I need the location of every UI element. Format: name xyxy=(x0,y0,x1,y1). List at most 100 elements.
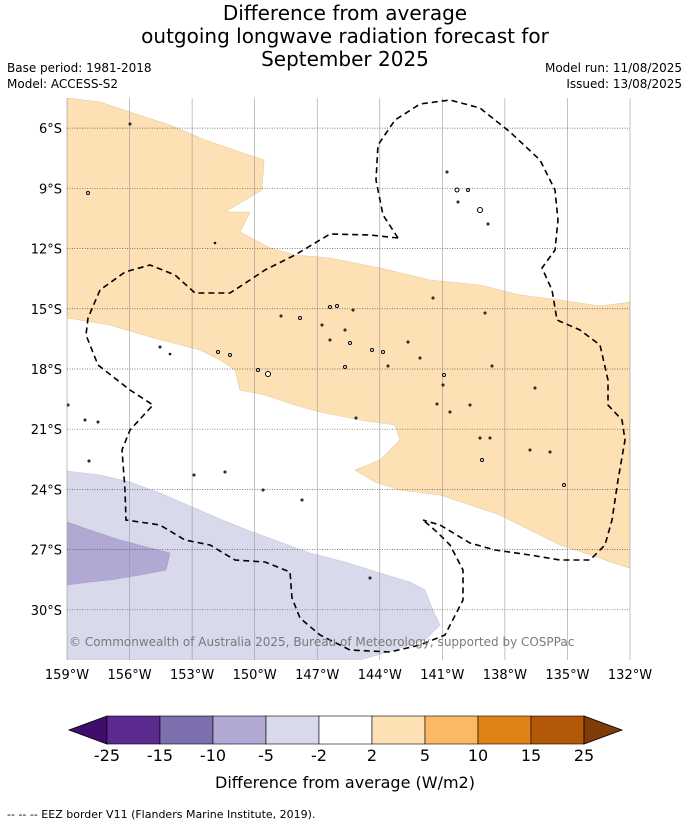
issued-text: Issued: 13/08/2025 xyxy=(566,77,682,91)
island-marker xyxy=(228,353,232,357)
colorbar-tick-label: 10 xyxy=(468,746,488,765)
island-marker xyxy=(448,410,452,414)
island-marker xyxy=(298,316,302,320)
latitude-tick-label: 27°S xyxy=(31,544,62,559)
island-marker xyxy=(320,323,324,327)
colorbar-tick-label: -15 xyxy=(147,746,173,765)
colorbar-tick-label: -2 xyxy=(311,746,327,765)
island-marker xyxy=(454,187,460,193)
island-marker xyxy=(548,450,552,454)
colorbar-segment xyxy=(265,715,320,745)
island-marker xyxy=(328,338,332,342)
island-marker xyxy=(368,576,372,580)
meta-right: Model run: 11/08/2025 Issued: 13/08/2025 xyxy=(545,60,682,92)
anomaly-region-negative-2-5 xyxy=(67,470,441,660)
island-marker xyxy=(261,488,265,492)
longitude-tick-labels: 159°W 156°W 153°W 150°W 147°W 144°W 141°W 138°W… xyxy=(45,668,652,683)
gridlines xyxy=(66,98,631,660)
island-marker xyxy=(466,188,470,192)
colorbar-tick-label: 25 xyxy=(574,746,594,765)
copyright-text: © Commonwealth of Australia 2025, Bureau… xyxy=(69,635,574,649)
island-marker xyxy=(128,122,132,126)
colorbar-segment xyxy=(159,715,214,745)
colorbar-tick-label: 5 xyxy=(420,746,430,765)
latitude-tick-label: 6°S xyxy=(39,122,62,137)
colorbar-arrow-high xyxy=(583,715,624,745)
island-marker xyxy=(351,308,355,312)
colorbar-tick-label: -25 xyxy=(94,746,120,765)
island-marker xyxy=(418,356,422,360)
title-line-3: September 2025 xyxy=(261,47,429,71)
island-marker xyxy=(488,436,492,440)
island-marker xyxy=(67,403,70,407)
island-marker xyxy=(256,368,260,372)
island-marker xyxy=(483,311,487,315)
island-marker xyxy=(490,364,494,368)
island-marker xyxy=(562,483,566,487)
island-marker xyxy=(223,470,227,474)
island-marker xyxy=(354,416,358,420)
island-marker xyxy=(168,352,172,356)
island-marker xyxy=(381,350,385,354)
anomaly-region-positive-2-5 xyxy=(67,98,630,569)
longitude-tick-label: 159°W xyxy=(45,668,89,683)
island-marker xyxy=(486,222,490,226)
colorbar-tick-label: 2 xyxy=(367,746,377,765)
eez-border-french-polynesia xyxy=(375,99,626,561)
island-marker xyxy=(533,386,537,390)
colorbar-arrow-low xyxy=(67,715,108,745)
longitude-tick-label: 135°W xyxy=(545,668,589,683)
island-marker xyxy=(406,340,410,344)
colorbar-label: Difference from average (W/m2) xyxy=(215,773,475,792)
base-period-text: Base period: 1981-2018 xyxy=(7,61,152,75)
latitude-tick-label: 9°S xyxy=(39,182,62,197)
colorbar-segment xyxy=(477,715,532,745)
longitude-tick-label: 141°W xyxy=(420,668,464,683)
colorbar-segment xyxy=(106,715,161,745)
latitude-tick-label: 21°S xyxy=(31,423,62,438)
anomaly-region-negative-5-10 xyxy=(67,521,171,586)
island-marker xyxy=(343,328,347,332)
model-run-text: Model run: 11/08/2025 xyxy=(544,61,682,75)
island-marker xyxy=(335,304,339,308)
longitude-tick-label: 156°W xyxy=(107,668,151,683)
longitude-tick-label: 132°W xyxy=(608,668,652,683)
island-marker xyxy=(442,373,446,377)
island-marker xyxy=(477,207,483,213)
island-marker xyxy=(431,296,435,300)
island-marker xyxy=(445,170,449,174)
longitude-tick-label: 150°W xyxy=(233,668,277,683)
latitude-tick-label: 24°S xyxy=(31,483,62,498)
colorbar-segment xyxy=(530,715,585,745)
island-marker xyxy=(87,459,91,463)
latitude-tick-label: 15°S xyxy=(31,303,62,318)
chart-title: Difference from average outgoing longwav… xyxy=(0,2,690,71)
island-marker xyxy=(300,498,304,502)
longitude-tick-label: 153°W xyxy=(170,668,214,683)
island-marker xyxy=(192,473,196,477)
island-marker xyxy=(468,403,472,407)
longitude-tick-label: 138°W xyxy=(483,668,527,683)
model-text: Model: ACCESS-S2 xyxy=(7,77,119,91)
longitude-tick-label: 144°W xyxy=(358,668,402,683)
colorbar-segment xyxy=(318,715,373,745)
island-marker xyxy=(478,436,482,440)
colorbar-tick-label: 15 xyxy=(521,746,541,765)
island-marker xyxy=(441,383,445,387)
island-marker xyxy=(86,191,90,195)
colorbar-tick-labels: -25 -15 -10 -5 -2 2 5 10 15 25 xyxy=(94,746,594,765)
island-marker xyxy=(328,305,332,309)
footer-eez-note: -- -- -- EEZ border V11 (Flanders Marine… xyxy=(7,808,316,821)
colorbar-segment xyxy=(424,715,479,745)
forecast-map-figure: © Commonwealth of Australia 2025, Bureau… xyxy=(31,98,652,792)
colorbar-tick-label: -10 xyxy=(200,746,226,765)
island-marker xyxy=(265,371,271,377)
colorbar xyxy=(67,715,624,745)
island-marker xyxy=(348,341,352,345)
island-marker xyxy=(480,458,484,462)
island-marker xyxy=(370,348,374,352)
eez-border-cook-islands xyxy=(85,233,464,653)
island-marker xyxy=(213,241,217,245)
island-marker xyxy=(216,350,220,354)
latitude-tick-label: 18°S xyxy=(31,363,62,378)
